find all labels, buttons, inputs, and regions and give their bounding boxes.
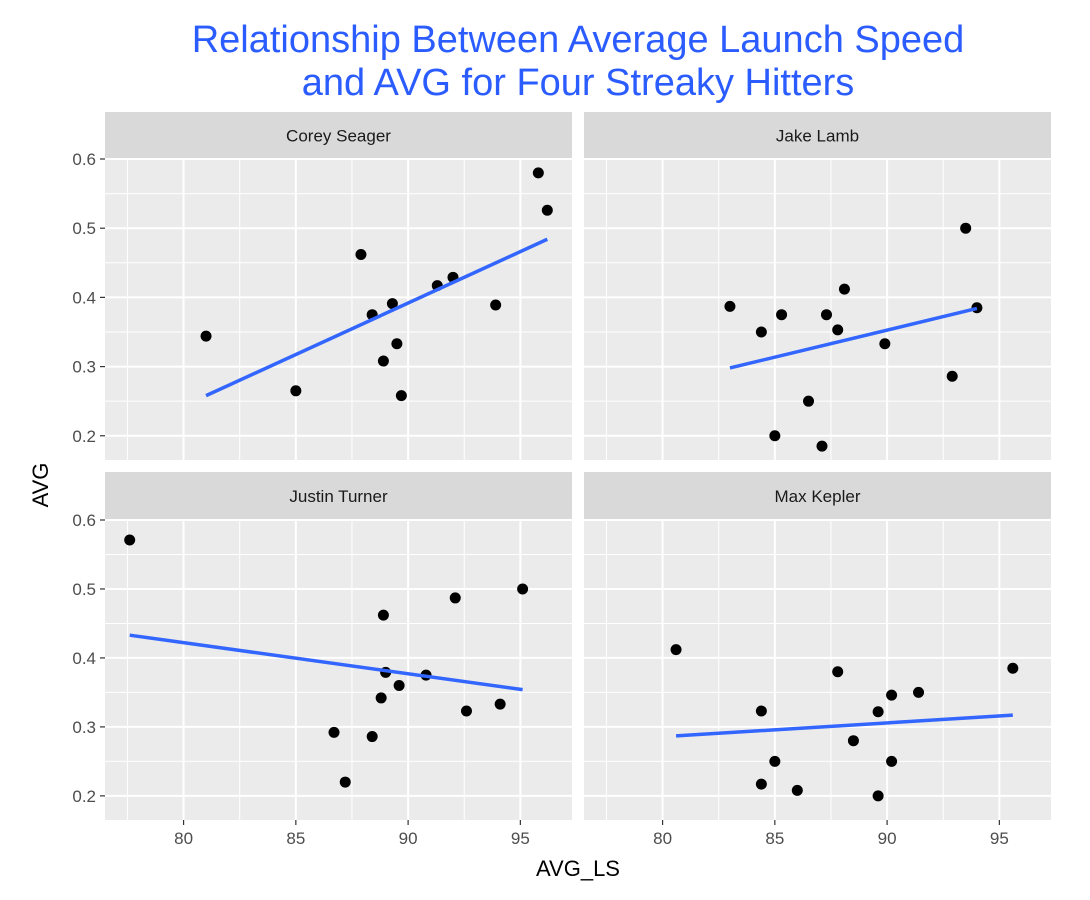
data-point xyxy=(391,338,403,350)
y-tick-label: 0.6 xyxy=(72,150,96,169)
data-point xyxy=(377,609,389,621)
panel-background xyxy=(105,520,572,820)
data-point xyxy=(886,689,898,701)
data-point xyxy=(820,309,832,321)
data-point xyxy=(366,731,378,743)
panel-corey-seager: Corey Seager xyxy=(105,112,572,460)
data-point xyxy=(755,705,767,717)
panel-justin-turner: Justin Turner xyxy=(105,472,572,820)
x-tick-label: 90 xyxy=(399,829,418,848)
data-point xyxy=(832,666,844,678)
data-point xyxy=(541,204,553,216)
y-axis-ticks: 0.2 0.3 0.4 0.5 0.6 0.2 0.3 0.4 0.5 0.6 xyxy=(72,150,105,806)
y-axis-title: AVG xyxy=(28,463,53,508)
y-tick-label: 0.2 xyxy=(72,427,96,446)
chart-title-line-2: and AVG for Four Streaky Hitters xyxy=(302,62,855,104)
data-point xyxy=(755,326,767,338)
panel-max-kepler: Max Kepler xyxy=(584,472,1051,820)
data-point xyxy=(838,283,850,295)
x-tick-label: 85 xyxy=(286,829,305,848)
fit-line xyxy=(205,237,549,398)
data-point xyxy=(494,698,506,710)
data-point xyxy=(946,370,958,382)
data-point xyxy=(375,692,387,704)
strip-corey-seager xyxy=(105,112,572,159)
data-point xyxy=(886,755,898,767)
data-point xyxy=(769,755,781,767)
data-point xyxy=(776,309,788,321)
y-tick-label: 0.5 xyxy=(72,219,96,238)
data-point xyxy=(290,385,302,397)
data-point xyxy=(1007,662,1019,674)
y-tick-label: 0.4 xyxy=(72,649,96,668)
data-point xyxy=(803,395,815,407)
data-point xyxy=(339,776,351,788)
fit-line xyxy=(129,633,523,692)
x-tick-label: 95 xyxy=(990,829,1009,848)
data-point xyxy=(395,390,407,402)
data-point xyxy=(517,583,529,595)
strip-label: Max Kepler xyxy=(775,487,861,506)
x-tick-label: 80 xyxy=(174,829,193,848)
panel-background xyxy=(584,520,1051,820)
data-point xyxy=(872,790,884,802)
x-tick-label: 90 xyxy=(878,829,897,848)
x-axis-ticks: 80 85 90 95 80 85 90 95 xyxy=(174,820,1009,848)
x-tick-label: 80 xyxy=(653,829,672,848)
strip-label: Jake Lamb xyxy=(776,127,859,146)
y-tick-label: 0.4 xyxy=(72,288,96,307)
facet-panels: Corey Seager Jake Lamb Justin Turner Max Ke… xyxy=(105,112,1051,820)
data-point xyxy=(355,248,367,260)
data-point xyxy=(816,440,828,452)
data-point xyxy=(377,355,389,367)
data-point xyxy=(449,592,461,604)
fit-line xyxy=(729,306,978,370)
data-point xyxy=(879,338,891,350)
data-point xyxy=(872,706,884,718)
fit-line xyxy=(675,713,1013,738)
data-point xyxy=(769,430,781,442)
y-tick-label: 0.6 xyxy=(72,511,96,530)
data-point xyxy=(960,222,972,234)
data-point xyxy=(670,644,682,656)
x-tick-label: 95 xyxy=(511,829,530,848)
panel-background xyxy=(105,159,572,460)
x-axis-title: AVG_LS xyxy=(536,856,620,881)
panel-jake-lamb: Jake Lamb xyxy=(584,112,1051,460)
data-point xyxy=(393,680,405,692)
data-point xyxy=(460,705,472,717)
y-tick-label: 0.2 xyxy=(72,787,96,806)
data-point xyxy=(200,330,212,342)
data-point xyxy=(532,167,544,179)
data-point xyxy=(832,324,844,336)
strip-label: Corey Seager xyxy=(286,127,391,146)
y-tick-label: 0.3 xyxy=(72,718,96,737)
y-tick-label: 0.3 xyxy=(72,358,96,377)
data-point xyxy=(791,784,803,796)
data-point xyxy=(724,300,736,312)
data-point xyxy=(328,726,340,738)
x-tick-label: 85 xyxy=(765,829,784,848)
y-tick-label: 0.5 xyxy=(72,580,96,599)
chart-title-line-1: Relationship Between Average Launch Spee… xyxy=(192,19,965,61)
data-point xyxy=(490,299,502,311)
data-point xyxy=(847,735,859,747)
data-point xyxy=(386,298,398,310)
data-point xyxy=(755,778,767,790)
data-point xyxy=(913,686,925,698)
strip-label: Justin Turner xyxy=(289,487,388,506)
strip-jake-lamb xyxy=(584,112,1051,159)
strip-justin-turner xyxy=(105,472,572,520)
strip-max-kepler xyxy=(584,472,1051,520)
data-point xyxy=(124,534,136,546)
